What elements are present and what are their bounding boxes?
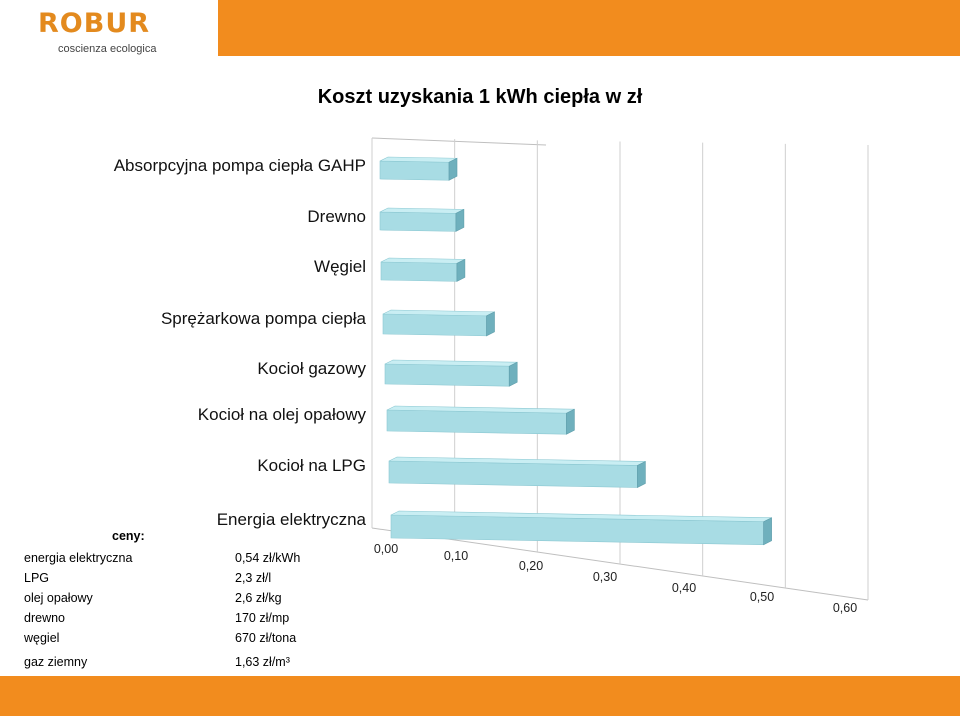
y-category-label: Sprężarkowa pompa ciepła — [161, 309, 367, 328]
price-name: węgiel — [24, 631, 60, 645]
bottom-accent-bar — [0, 676, 960, 716]
bar-end-face — [763, 517, 772, 546]
bar — [384, 363, 510, 387]
y-category-label: Energia elektryczna — [217, 510, 367, 529]
price-value: 2,3 zł/l — [235, 571, 272, 585]
price-value: 670 zł/tona — [235, 631, 297, 645]
x-tick-label: 0,50 — [750, 590, 774, 604]
x-tick-label: 0,40 — [672, 581, 696, 595]
price-list-header: ceny: — [112, 529, 145, 543]
x-tick-label: 0,20 — [519, 559, 543, 573]
price-value: 1,63 zł/m³ — [235, 655, 290, 669]
bar — [379, 160, 450, 181]
price-row: drewno 170 zł/mp — [24, 611, 344, 629]
x-tick-label: 0,00 — [374, 542, 398, 556]
price-name: olej opałowy — [24, 591, 93, 605]
price-row: olej opałowy 2,6 zł/kg — [24, 591, 344, 609]
bar — [379, 211, 457, 232]
bar-end-face — [566, 408, 575, 435]
x-tick-label: 0,10 — [444, 549, 468, 563]
robur-logo: ROBUR coscienza ecologica — [38, 8, 198, 56]
price-value: 2,6 zł/kg — [235, 591, 282, 605]
price-value: 0,54 zł/kWh — [235, 551, 301, 565]
bar-end-face — [508, 361, 518, 387]
top-accent-bar — [218, 0, 960, 56]
price-name: LPG — [24, 571, 50, 585]
chart-back-edge — [371, 137, 547, 146]
price-row: energia elektryczna 0,54 zł/kWh — [24, 551, 344, 569]
price-row: węgiel 670 zł/tona — [24, 631, 344, 649]
bar-end-face — [456, 258, 466, 282]
price-row: gaz ziemny 1,63 zł/m³ — [24, 655, 344, 673]
logo-tagline: coscienza ecologica — [58, 43, 157, 55]
bar-end-face — [637, 460, 646, 488]
y-category-label: Kocioł na LPG — [257, 456, 366, 475]
bar — [382, 313, 487, 337]
y-category-label: Kocioł gazowy — [257, 359, 366, 378]
bar — [386, 409, 567, 435]
y-category-label: Kocioł na olej opałowy — [198, 405, 367, 424]
y-category-label: Drewno — [307, 207, 366, 226]
bar-end-face — [486, 311, 495, 337]
price-value: 170 zł/mp — [235, 611, 290, 625]
price-name: drewno — [24, 611, 65, 625]
price-name: energia elektryczna — [24, 551, 133, 565]
bar-top-face — [379, 156, 458, 163]
bar-end-face — [448, 157, 458, 181]
logo-wordmark: ROBUR — [38, 8, 151, 39]
y-category-label: Węgiel — [314, 257, 366, 276]
y-category-label: Absorpcyjna pompa ciepła GAHP — [114, 156, 366, 175]
bar-end-face — [455, 208, 465, 232]
bar — [380, 261, 458, 282]
x-tick-label: 0,60 — [833, 601, 857, 615]
x-tick-label: 0,30 — [593, 570, 617, 584]
price-name: gaz ziemny — [24, 655, 88, 669]
chart-title: Koszt uzyskania 1 kWh ciepła w zł — [317, 86, 643, 108]
price-row: LPG 2,3 zł/l — [24, 571, 344, 589]
